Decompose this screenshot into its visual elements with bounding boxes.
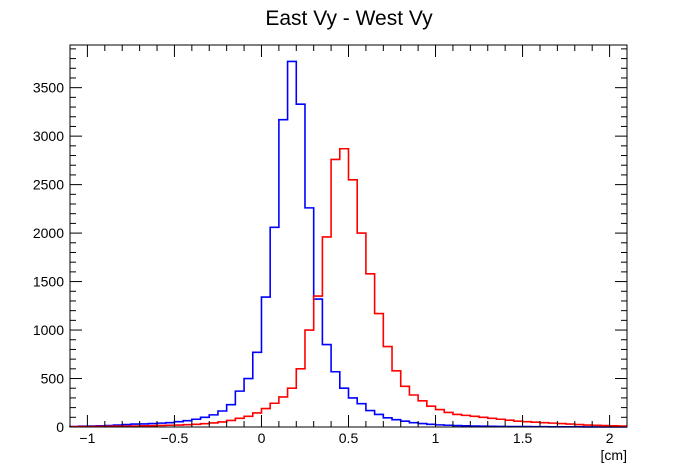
histogram-series-layer [69,60,627,428]
x-tick-label: −1 [79,430,95,446]
x-axis-label: [cm] [601,447,627,463]
x-tick-label: −0.5 [161,430,189,446]
x-tick-label: 2 [606,430,614,446]
histogram-series-2 [69,147,627,428]
histogram-series-1 [69,60,627,428]
x-tick-label: 1.5 [513,430,533,446]
y-tick-label: 3500 [33,80,64,96]
plot-frame [69,44,628,428]
y-tick-label: 3000 [33,128,64,144]
x-tick-label: 1 [432,430,440,446]
y-axis-tick-labels: 0 500 1000 1500 2000 2500 3000 3500 [33,80,64,435]
y-tick-label: 1500 [33,274,64,290]
y-tick-label: 2000 [33,225,64,241]
y-tick-label: 2500 [33,177,64,193]
x-tick-label: 0.5 [339,430,359,446]
y-tick-label: 0 [56,419,64,435]
y-tick-label: 500 [41,371,65,387]
chart-title: East Vy - West Vy [265,7,433,30]
x-axis-ticks [69,45,628,427]
x-axis-tick-labels: −1 −0.5 0 0.5 1 1.5 2 [79,430,613,446]
x-tick-label: 0 [258,430,266,446]
y-axis-ticks [70,48,627,428]
y-tick-label: 1000 [33,322,64,338]
